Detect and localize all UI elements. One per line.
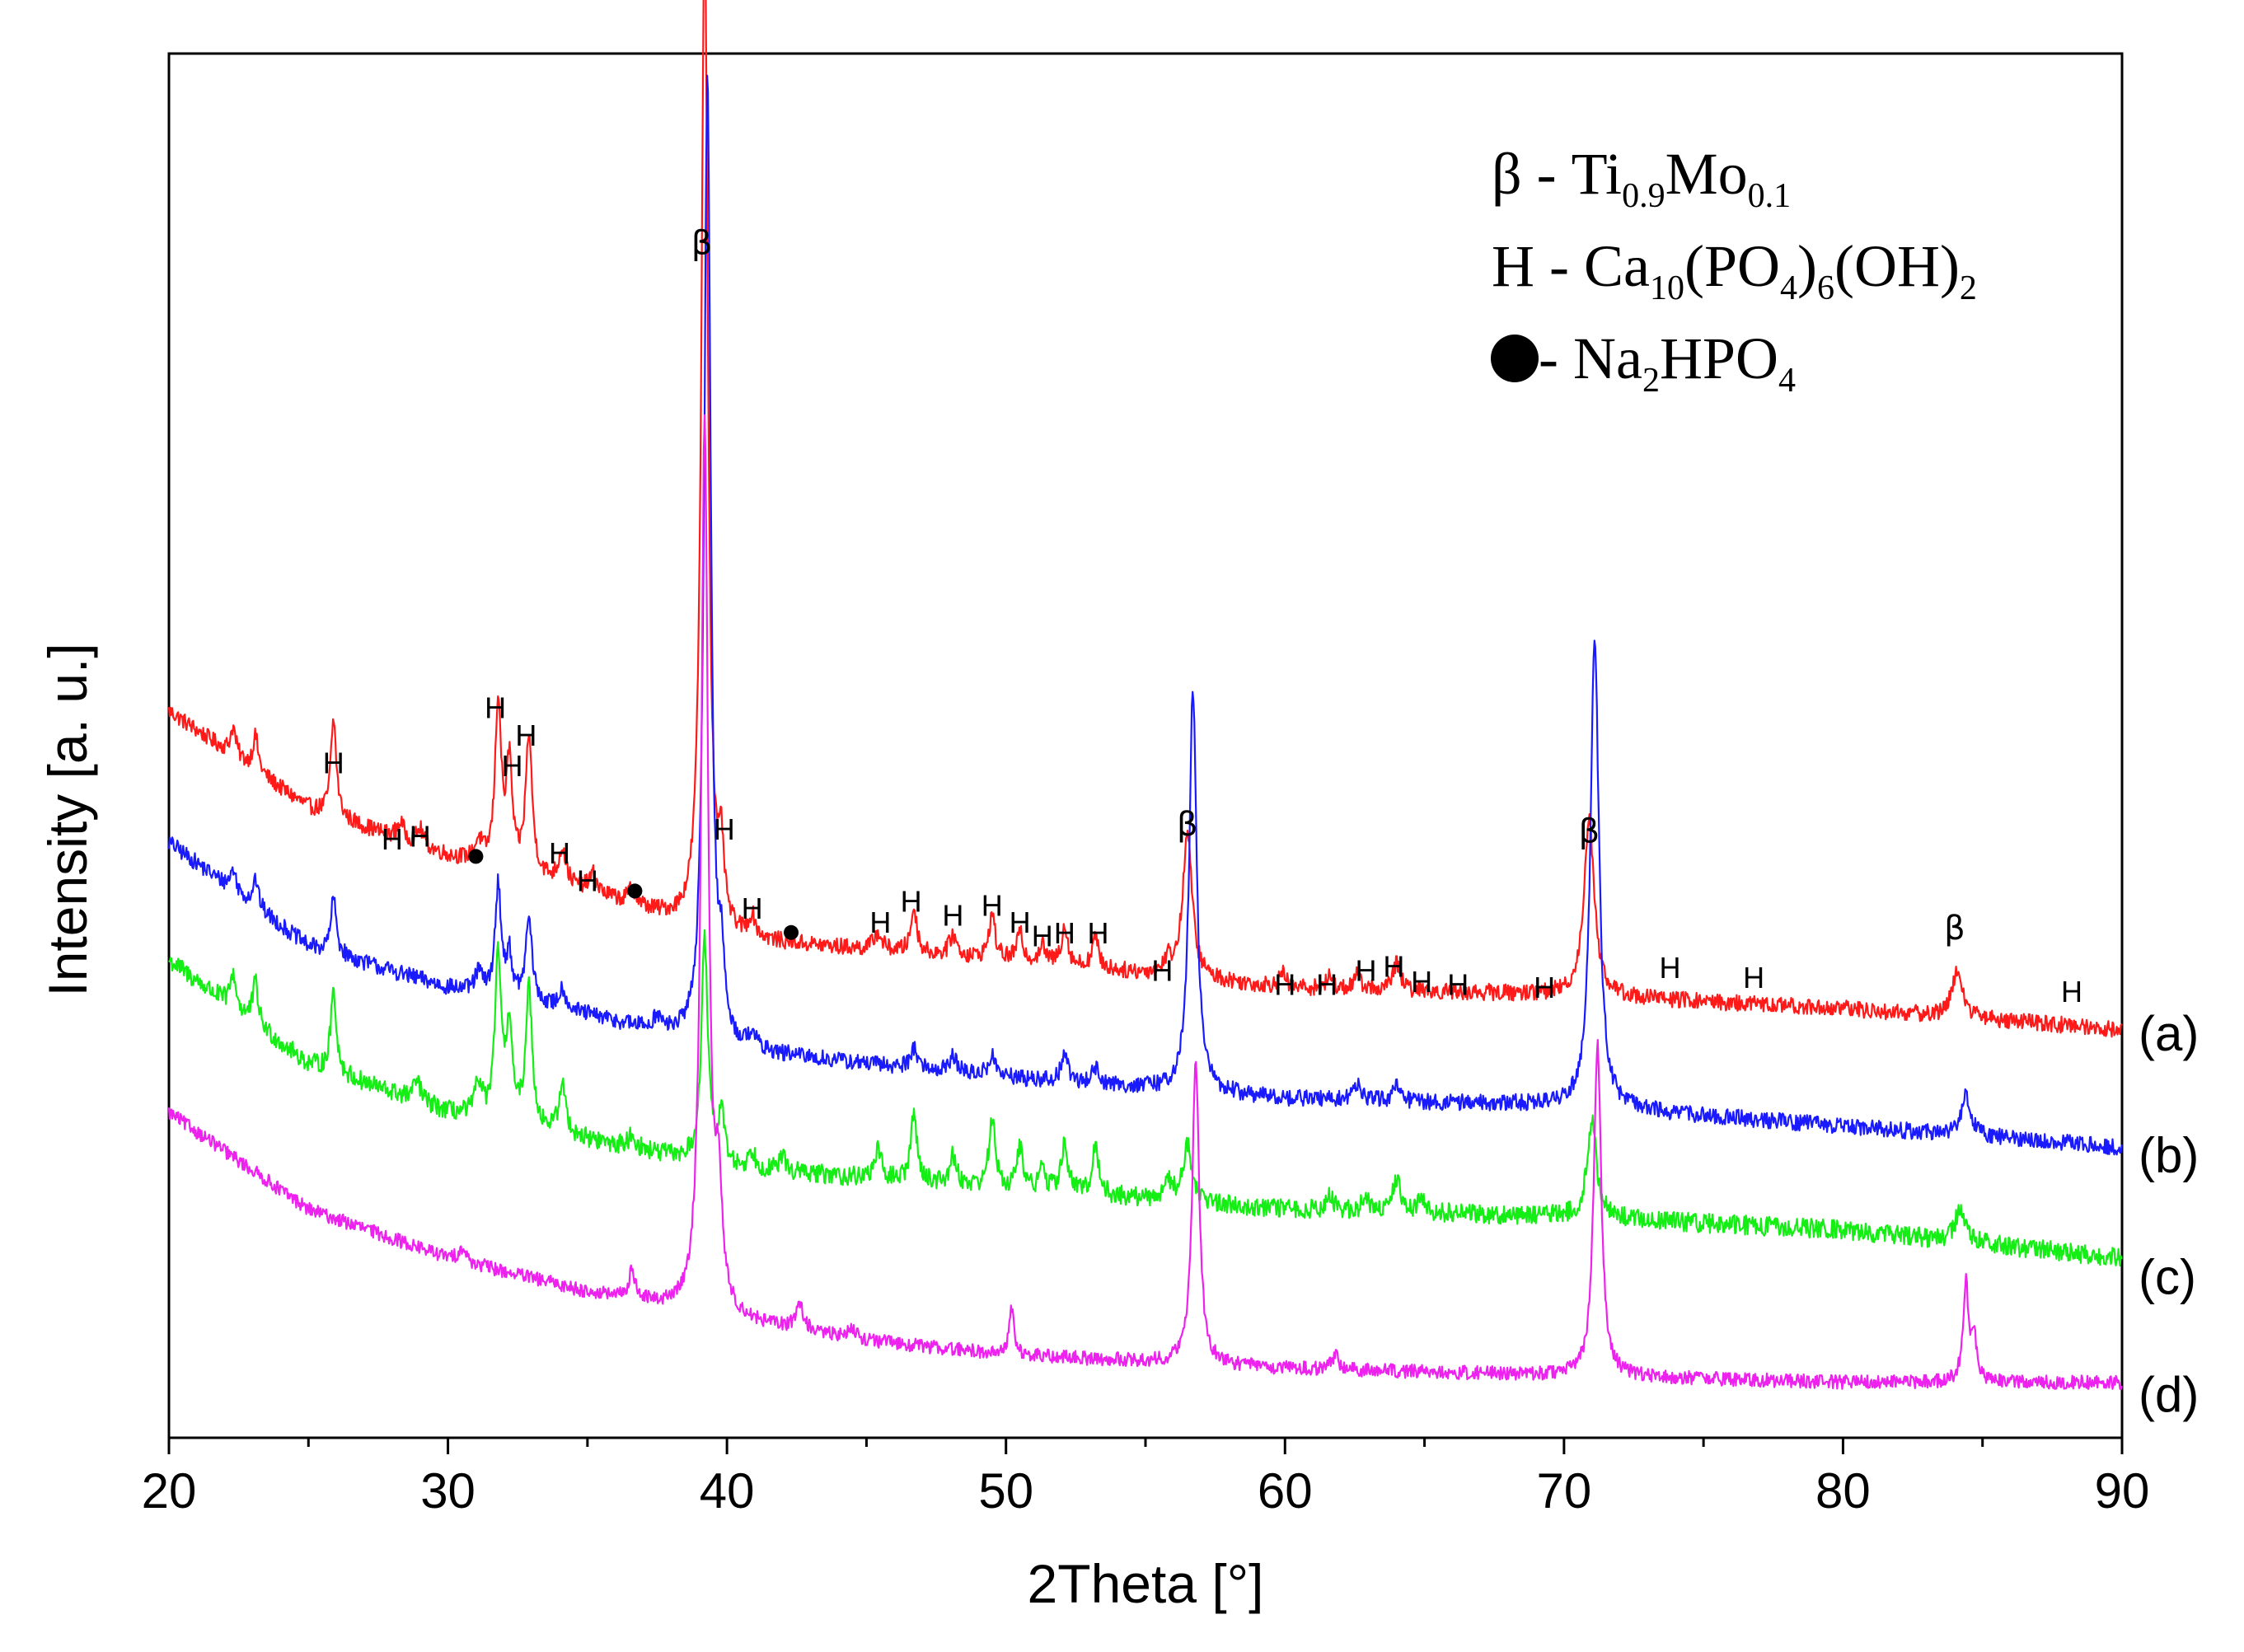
- x-tick-label: 70: [1536, 1463, 1591, 1519]
- na2hpo4-marker-dot: [784, 924, 799, 940]
- h-peak-label: H: [1743, 961, 1764, 994]
- y-axis-title: Intensity [a. u.]: [37, 643, 98, 996]
- series-label-b: (b): [2139, 1128, 2199, 1183]
- h-peak-label: H: [515, 718, 536, 752]
- legend-label: β - Ti0.9Mo0.1: [1492, 141, 1791, 215]
- h-peak-label: H: [1411, 965, 1432, 999]
- legend-entry-1: β - Ti0.9Mo0.1: [1492, 141, 1791, 215]
- legend-entry-3: - Na2HPO4: [1491, 325, 1796, 400]
- h-peak-label: H: [942, 898, 963, 932]
- h-peak-label: H: [1010, 906, 1031, 939]
- h-peak-label: H: [1054, 916, 1075, 950]
- legend-entry-2: H - Ca10(PO4)6(OH)2: [1492, 233, 1977, 307]
- beta-peak-label: β: [1177, 806, 1198, 844]
- h-peak-label: H: [1274, 967, 1295, 1001]
- h-peak-label: H: [1383, 950, 1404, 984]
- h-peak-label: H: [1534, 971, 1555, 1004]
- x-tick-label: 40: [700, 1463, 755, 1519]
- x-tick-label: 20: [142, 1463, 197, 1519]
- na2hpo4-marker-dot: [468, 849, 484, 864]
- series-line-b: [167, 74, 2123, 1156]
- h-peak-label: H: [2061, 975, 2082, 1009]
- legend: β - Ti0.9Mo0.1 H - Ca10(PO4)6(OH)2 - Na2H…: [1491, 141, 1977, 400]
- h-peak-label: H: [382, 822, 403, 856]
- x-tick-label: 90: [2095, 1463, 2150, 1519]
- series-layer: [167, 0, 2123, 1391]
- x-axis-ticks: 20 30 40 50 60 70 80 90: [142, 1438, 2150, 1519]
- h-peak-label: H: [901, 885, 922, 919]
- series-line-c: [168, 929, 2123, 1267]
- h-peak-label: H: [742, 892, 763, 925]
- series-label-c: (c): [2139, 1249, 2196, 1304]
- h-peak-label: H: [549, 836, 570, 870]
- h-peak-label: H: [714, 812, 735, 846]
- h-peak-label: H: [1032, 920, 1053, 953]
- beta-peak-label: β: [1579, 813, 1600, 851]
- legend-label: - Na2HPO4: [1539, 325, 1796, 400]
- series-line-d: [167, 414, 2123, 1391]
- series-line-a: [167, 0, 2123, 1038]
- plot-frame: [167, 52, 2124, 1439]
- na2hpo4-marker-dot: [627, 883, 643, 899]
- h-peak-label: H: [1660, 951, 1681, 985]
- h-peak-label: H: [323, 746, 344, 780]
- series-label-d: (d): [2139, 1367, 2199, 1422]
- x-tick-label: 50: [978, 1463, 1033, 1519]
- h-peak-label: H: [981, 889, 1003, 923]
- h-peak-label: H: [1447, 967, 1469, 1001]
- h-peak-label: H: [1316, 967, 1337, 1001]
- h-peak-label: H: [577, 863, 598, 897]
- h-peak-label: H: [1151, 954, 1173, 988]
- h-peak-label: H: [410, 820, 431, 854]
- x-tick-label: 80: [1815, 1463, 1871, 1519]
- series-labels: (a) (b) (c) (d): [2139, 1006, 2199, 1422]
- h-peak-label: H: [1355, 954, 1376, 988]
- x-tick-label: 30: [420, 1463, 476, 1519]
- legend-dot-icon: [1491, 335, 1539, 382]
- h-peak-label: H: [485, 690, 506, 724]
- series-label-a: (a): [2139, 1006, 2199, 1061]
- h-peak-label: H: [501, 749, 522, 783]
- beta-peak-label: β: [691, 225, 713, 263]
- legend-label: H - Ca10(PO4)6(OH)2: [1492, 233, 1977, 307]
- x-axis-title: 2Theta [°]: [1028, 1553, 1264, 1614]
- h-peak-label: H: [1087, 916, 1108, 950]
- h-peak-label: H: [869, 906, 891, 939]
- x-tick-label: 60: [1258, 1463, 1313, 1519]
- beta-peak-label: β: [1944, 910, 1965, 948]
